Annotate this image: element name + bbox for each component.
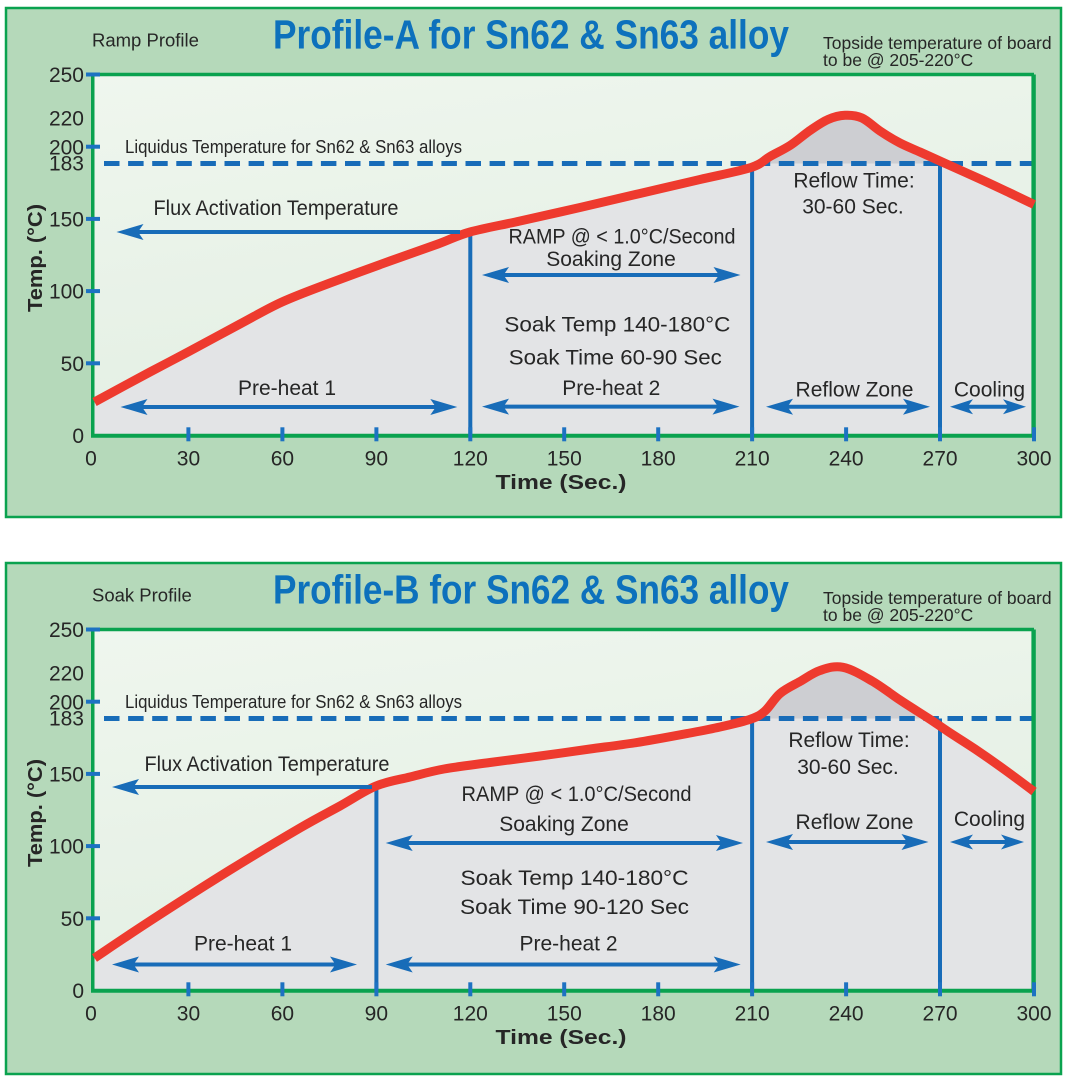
svg-text:0: 0 — [85, 448, 97, 471]
svg-text:to be @ 205-220°C: to be @ 205-220°C — [823, 605, 973, 625]
svg-text:60: 60 — [271, 448, 294, 471]
svg-text:Temp. (°C): Temp. (°C) — [24, 759, 47, 867]
svg-text:100: 100 — [49, 836, 84, 859]
svg-text:Soak Profile: Soak Profile — [92, 585, 192, 606]
svg-text:30-60 Sec.: 30-60 Sec. — [797, 756, 899, 779]
svg-text:Reflow Zone: Reflow Zone — [796, 379, 914, 402]
svg-text:210: 210 — [735, 448, 770, 471]
svg-text:0: 0 — [72, 425, 84, 448]
svg-text:Soak Temp 140-180°C: Soak Temp 140-180°C — [504, 313, 730, 336]
svg-text:Profile-A for Sn62 & Sn63 allo: Profile-A for Sn62 & Sn63 alloy — [273, 12, 789, 58]
svg-text:Topside temperature of board: Topside temperature of board — [823, 588, 1052, 608]
svg-text:Flux Activation Temperature: Flux Activation Temperature — [154, 197, 399, 220]
svg-text:Soak Time 60-90 Sec: Soak Time 60-90 Sec — [509, 346, 722, 369]
svg-text:150: 150 — [49, 764, 84, 787]
svg-text:RAMP @ < 1.0°C/Second: RAMP @ < 1.0°C/Second — [509, 226, 736, 249]
svg-text:120: 120 — [453, 448, 488, 471]
svg-text:30-60 Sec.: 30-60 Sec. — [802, 195, 904, 218]
svg-text:250: 250 — [49, 619, 84, 642]
svg-text:240: 240 — [829, 1003, 864, 1026]
svg-text:183: 183 — [49, 152, 84, 175]
svg-text:150: 150 — [547, 448, 582, 471]
svg-text:180: 180 — [641, 1003, 676, 1026]
svg-text:220: 220 — [49, 107, 84, 130]
svg-text:Pre-heat 1: Pre-heat 1 — [238, 377, 336, 400]
svg-text:Reflow Time:: Reflow Time: — [793, 169, 914, 192]
svg-text:Soaking Zone: Soaking Zone — [499, 813, 629, 836]
svg-text:Flux Activation Temperature: Flux Activation Temperature — [145, 753, 390, 776]
svg-text:150: 150 — [49, 209, 84, 232]
svg-text:Soak Temp 140-180°C: Soak Temp 140-180°C — [461, 867, 689, 890]
svg-text:270: 270 — [923, 1003, 958, 1026]
svg-text:300: 300 — [1016, 1003, 1051, 1026]
svg-text:to be @ 205-220°C: to be @ 205-220°C — [823, 50, 973, 70]
svg-text:180: 180 — [641, 448, 676, 471]
svg-text:90: 90 — [365, 448, 388, 471]
svg-text:Pre-heat 2: Pre-heat 2 — [519, 933, 617, 956]
svg-text:210: 210 — [735, 1003, 770, 1026]
svg-text:300: 300 — [1016, 448, 1051, 471]
svg-text:Soaking Zone: Soaking Zone — [546, 248, 676, 271]
svg-text:30: 30 — [177, 1003, 200, 1026]
svg-text:183: 183 — [49, 707, 84, 730]
svg-text:Reflow Zone: Reflow Zone — [796, 811, 914, 834]
svg-text:30: 30 — [177, 448, 200, 471]
svg-text:Profile-B for Sn62 & Sn63 allo: Profile-B for Sn62 & Sn63 alloy — [273, 567, 789, 613]
svg-text:Topside temperature of board: Topside temperature of board — [823, 33, 1052, 53]
svg-text:200: 200 — [49, 691, 84, 714]
svg-text:240: 240 — [829, 448, 864, 471]
svg-text:0: 0 — [85, 1003, 97, 1026]
svg-text:Ramp Profile: Ramp Profile — [92, 30, 199, 51]
svg-text:0: 0 — [72, 980, 84, 1003]
svg-text:50: 50 — [61, 908, 84, 931]
svg-text:60: 60 — [271, 1003, 294, 1026]
svg-text:270: 270 — [923, 448, 958, 471]
svg-text:120: 120 — [453, 1003, 488, 1026]
svg-text:Pre-heat 2: Pre-heat 2 — [562, 377, 660, 400]
svg-text:220: 220 — [49, 662, 84, 685]
svg-text:Soak Time 90-120 Sec: Soak Time 90-120 Sec — [460, 896, 689, 919]
svg-text:Pre-heat 1: Pre-heat 1 — [194, 933, 292, 956]
svg-text:Cooling: Cooling — [954, 808, 1025, 831]
svg-text:Time (Sec.): Time (Sec.) — [496, 471, 627, 494]
svg-text:50: 50 — [61, 353, 84, 376]
svg-text:200: 200 — [49, 136, 84, 159]
svg-text:Liquidus Temperature for Sn62: Liquidus Temperature for Sn62 & Sn63 all… — [125, 137, 462, 157]
svg-text:Cooling: Cooling — [954, 379, 1025, 402]
svg-text:250: 250 — [49, 64, 84, 87]
svg-text:150: 150 — [547, 1003, 582, 1026]
svg-text:Temp. (°C): Temp. (°C) — [24, 204, 47, 312]
svg-text:90: 90 — [365, 1003, 388, 1026]
svg-text:100: 100 — [49, 281, 84, 304]
svg-text:Reflow Time:: Reflow Time: — [788, 729, 909, 752]
svg-text:Time (Sec.): Time (Sec.) — [496, 1026, 627, 1049]
svg-text:RAMP @ < 1.0°C/Second: RAMP @ < 1.0°C/Second — [462, 783, 692, 806]
svg-text:Liquidus Temperature for Sn62: Liquidus Temperature for Sn62 & Sn63 all… — [125, 692, 462, 712]
